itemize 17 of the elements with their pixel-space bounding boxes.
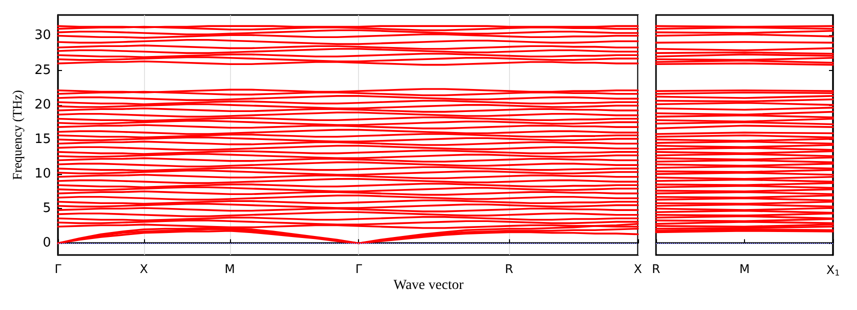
y-tick-label: 15	[34, 132, 51, 147]
x-tick-label: R	[504, 262, 514, 276]
x-tick-label: M	[739, 262, 750, 276]
y-tick-label: 30	[34, 28, 51, 44]
x-tick-label: R	[652, 262, 660, 276]
y-tick-label: 25	[34, 62, 51, 78]
y-tick-label: 10	[34, 166, 51, 182]
y-axis-title: Frequency (THz)	[10, 90, 25, 180]
y-tick-label: 0	[42, 236, 51, 251]
x-tick-label: Γ	[355, 262, 362, 276]
x-tick-label: X	[634, 262, 642, 276]
x-tick-label: M	[224, 262, 235, 276]
x-tick-label: X	[140, 262, 148, 276]
y-tick-label: 5	[42, 201, 51, 216]
x-axis-title: Wave vector	[392, 278, 464, 294]
y-tick-label: 20	[34, 97, 51, 112]
x-tick-label: Γ	[54, 262, 62, 276]
